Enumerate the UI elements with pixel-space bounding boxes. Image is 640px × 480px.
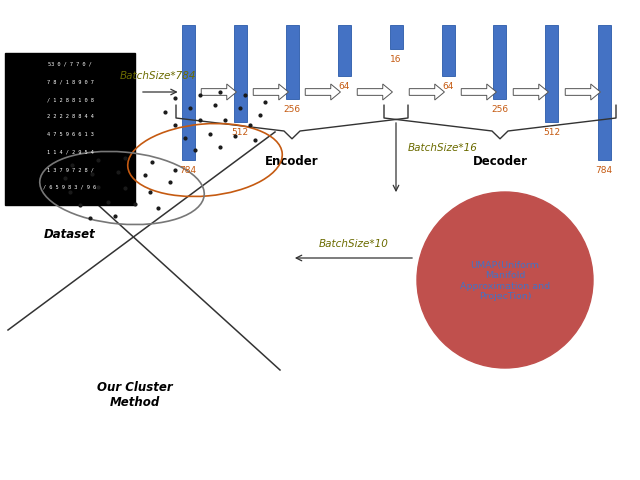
Text: BatchSize*16: BatchSize*16	[408, 143, 478, 153]
Text: 512: 512	[232, 128, 248, 137]
Text: UMAP(Uniform
Manifold
Approximation and
ProjecTion): UMAP(Uniform Manifold Approximation and …	[460, 260, 550, 300]
Text: 4 7 5 9 6 6 1 3: 4 7 5 9 6 6 1 3	[47, 132, 93, 137]
Bar	[545, 26, 559, 123]
FancyArrow shape	[357, 85, 392, 101]
Text: / 6 5 9 8 3 / 9 6: / 6 5 9 8 3 / 9 6	[44, 184, 97, 189]
Bar	[234, 26, 246, 123]
Text: 7 8 / 1 8 9 0 7: 7 8 / 1 8 9 0 7	[47, 79, 93, 84]
FancyArrow shape	[305, 85, 340, 101]
Text: Decoder: Decoder	[472, 155, 527, 168]
Ellipse shape	[417, 192, 593, 368]
Bar	[598, 26, 611, 161]
Text: 64: 64	[442, 82, 454, 91]
Text: Our Cluster
Method: Our Cluster Method	[97, 380, 173, 408]
Text: 2 2 2 2 8 8 4 4: 2 2 2 2 8 8 4 4	[47, 114, 93, 119]
Bar	[182, 26, 195, 161]
Text: Dataset: Dataset	[44, 228, 96, 240]
Text: 64: 64	[339, 82, 349, 91]
Text: BatchSize*10: BatchSize*10	[319, 239, 388, 249]
Bar	[493, 26, 506, 100]
Bar	[442, 26, 454, 77]
Text: 784: 784	[595, 166, 612, 175]
Bar	[390, 26, 403, 50]
Text: BatchSize*784: BatchSize*784	[120, 71, 196, 81]
FancyArrow shape	[513, 85, 548, 101]
FancyArrow shape	[253, 85, 289, 101]
Text: 16: 16	[390, 55, 402, 64]
Text: 1 1 4 / 2 9 5 4: 1 1 4 / 2 9 5 4	[47, 149, 93, 154]
Text: 1 3 7 9 7 2 8 /: 1 3 7 9 7 2 8 /	[47, 167, 93, 172]
Bar	[5, 54, 135, 205]
Text: 784: 784	[179, 166, 196, 175]
Bar	[337, 26, 351, 77]
Text: Encoder: Encoder	[265, 155, 319, 168]
Text: 53 0 / 7 7 0 /: 53 0 / 7 7 0 /	[48, 62, 92, 67]
FancyArrow shape	[565, 85, 600, 101]
Text: 256: 256	[492, 105, 509, 114]
FancyArrow shape	[409, 85, 444, 101]
Text: 256: 256	[284, 105, 301, 114]
Text: / 1 2 8 8 1 0 8: / 1 2 8 8 1 0 8	[47, 97, 93, 102]
FancyArrow shape	[461, 85, 497, 101]
FancyArrow shape	[201, 85, 236, 101]
Text: 512: 512	[543, 128, 561, 137]
Bar	[285, 26, 298, 100]
